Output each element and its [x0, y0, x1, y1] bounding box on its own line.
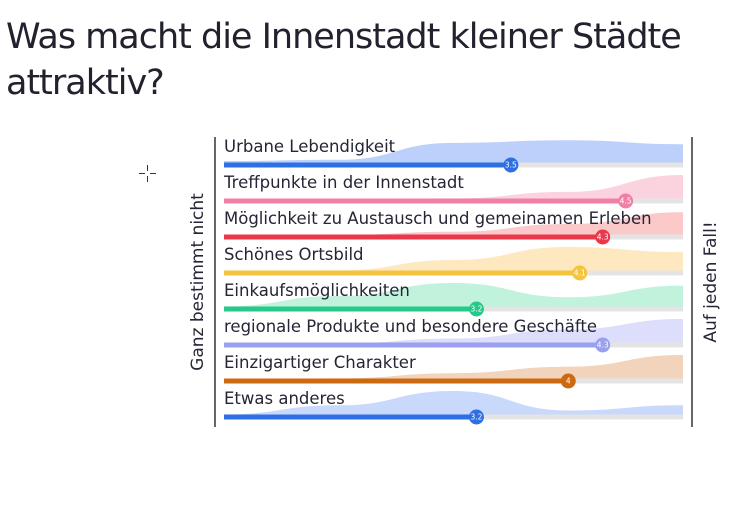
value-marker: [595, 337, 611, 353]
distribution-area: [224, 140, 683, 165]
value-marker: [572, 265, 588, 281]
distribution-area: [224, 175, 683, 201]
category-label: Schönes Ortsbild: [224, 245, 364, 264]
value-marker: [595, 229, 611, 245]
bar: [224, 414, 477, 420]
distribution-area: [224, 212, 683, 237]
bar: [224, 378, 569, 384]
distribution-area: [224, 319, 683, 345]
value-marker: [468, 409, 484, 425]
category-label: regionale Produkte und besondere Geschäf…: [224, 317, 597, 336]
value-label: 3.5: [505, 161, 517, 170]
value-label: 3.2: [470, 305, 482, 314]
category-label: Urbane Lebendigkeit: [224, 137, 396, 156]
value-marker: [618, 193, 634, 209]
value-label: 3.2: [470, 413, 482, 422]
category-label: Treffpunkte in der Innenstadt: [223, 173, 464, 192]
bar: [224, 198, 626, 204]
bar: [224, 270, 580, 276]
distribution-area: [224, 283, 683, 309]
value-label: 4.3: [597, 341, 609, 350]
category-label: Etwas anderes: [224, 389, 345, 408]
value-label: 4.5: [620, 197, 632, 206]
crosshair-cursor-icon: [139, 165, 156, 182]
bar: [224, 162, 511, 168]
bar: [224, 306, 477, 312]
category-label: Möglichkeit zu Austausch und gemeinamen …: [224, 209, 652, 228]
value-label: 4.1: [574, 269, 586, 278]
value-label: 4.3: [597, 233, 609, 242]
value-marker: [468, 301, 484, 317]
value-marker: [560, 373, 576, 389]
bar: [224, 342, 603, 348]
category-label: Einkaufsmöglichkeiten: [224, 281, 410, 300]
distribution-area: [224, 391, 683, 417]
bar: [224, 234, 603, 240]
value-label: 4: [566, 377, 571, 386]
distribution-area: [224, 247, 683, 273]
category-label: Einzigartiger Charakter: [224, 353, 416, 372]
value-marker: [503, 157, 519, 173]
page-title: Was macht die Innenstadt kleiner Städte …: [6, 17, 682, 103]
